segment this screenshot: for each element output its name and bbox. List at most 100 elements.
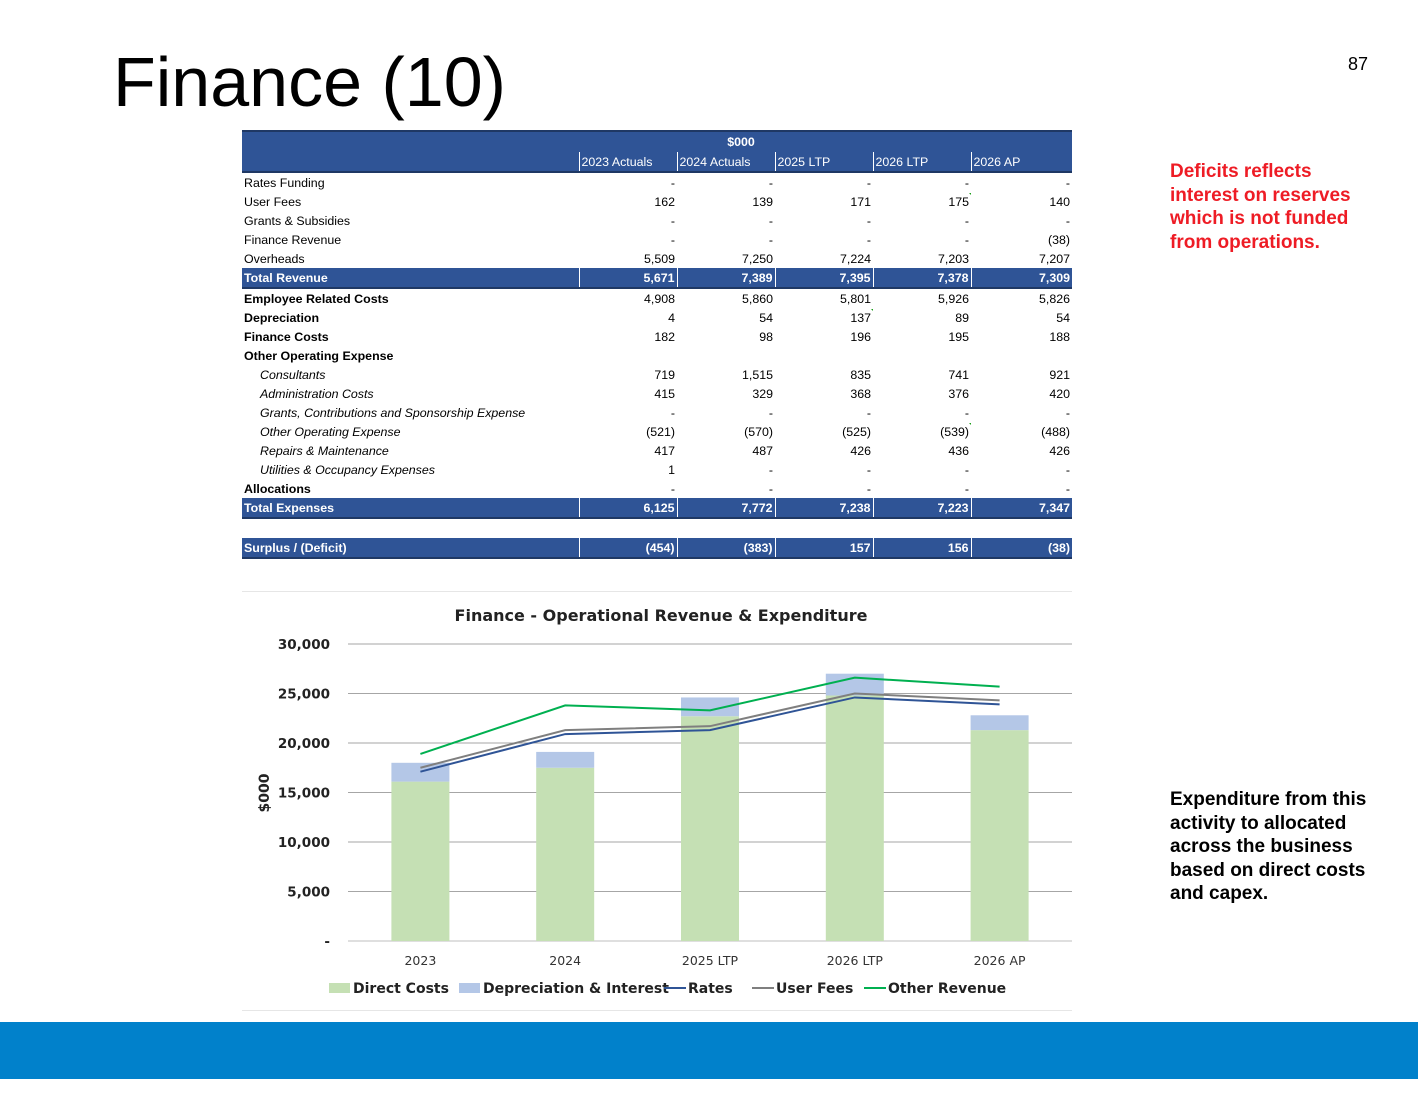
cell-value: 420 — [1049, 386, 1070, 401]
cell-value: 5,860 — [741, 291, 773, 306]
x-tick-label: 2024 — [549, 953, 581, 968]
cell-value: 4 — [668, 310, 675, 325]
bar-direct-costs — [970, 730, 1029, 941]
cell-value: - — [1065, 213, 1070, 228]
table-row: Consultants 719 1,515 835 741 921 — [242, 365, 1072, 384]
cell-value: (521) — [646, 424, 675, 439]
table-row: Administration Costs 415 329 368 376 420 — [242, 384, 1072, 403]
cell-value: 5,671 — [578, 268, 677, 289]
table-row: User Fees 162 139 171 175 140 — [242, 192, 1072, 211]
bar-depreciation-interest — [681, 697, 739, 717]
cell-value: 7,395 — [774, 268, 873, 289]
row-label: Surplus / (Deficit) — [242, 538, 579, 559]
cell-value: 7,347 — [970, 498, 1072, 519]
x-tick-label: 2026 LTP — [827, 953, 884, 968]
cell-value: - — [768, 405, 773, 420]
cell-value: 1,515 — [741, 367, 773, 382]
cell-value: - — [768, 232, 773, 247]
row-label: Consultants — [260, 367, 326, 382]
y-tick-label: 30,000 — [278, 637, 330, 653]
line-rates — [420, 696, 1000, 773]
y-tick-label: 20,000 — [278, 736, 330, 752]
x-tick-label: 2026 AP — [974, 953, 1026, 968]
table-row: Other Operating Expense (521) (570) (525) (5… — [242, 422, 1072, 441]
row-label: Employee Related Costs — [244, 291, 389, 306]
cell-value: 7,203 — [937, 251, 969, 266]
expenditure-note: Expenditure from this activity to alloca… — [1170, 789, 1367, 904]
cell-value: 162 — [654, 194, 675, 209]
cell-value: 54 — [1056, 310, 1070, 325]
table-row: Utilities & Occupancy Expenses 1 - - - - — [242, 460, 1072, 479]
cell-value: 741 — [948, 367, 969, 382]
row-label: Overheads — [244, 251, 305, 266]
cell-value: 139 — [752, 194, 773, 209]
legend-swatch — [329, 983, 350, 993]
cell-value: 719 — [654, 367, 675, 382]
cell-value: - — [866, 175, 871, 190]
cell-value — [677, 346, 775, 365]
legend-label: Direct Costs — [353, 981, 449, 997]
column-header: 2026 LTP — [872, 152, 971, 173]
column-header: 2025 LTP — [774, 152, 873, 173]
row-label: Allocations — [244, 481, 311, 496]
footer-bar — [0, 1022, 1418, 1079]
cell-value — [775, 518, 873, 538]
row-label: Depreciation — [244, 310, 320, 325]
cell-value: 5,926 — [937, 291, 969, 306]
cell-value: 7,223 — [872, 498, 971, 519]
cell-value: 426 — [1049, 443, 1070, 458]
table-row: Employee Related Costs 4,908 5,860 5,801 5,9… — [242, 288, 1072, 308]
row-label: Utilities & Occupancy Expenses — [260, 462, 435, 477]
unit-header: $000 — [242, 130, 1072, 152]
cell-value: 196 — [850, 329, 871, 344]
y-axis-label: $000 — [257, 773, 273, 812]
cell-value: 7,224 — [839, 251, 871, 266]
cell-value: - — [670, 405, 675, 420]
cell-value: - — [768, 462, 773, 477]
deficit-note: Deficits reflects interest on reserves w… — [1170, 161, 1351, 253]
cell-value: (525) — [842, 424, 871, 439]
cell-value: (454) — [578, 538, 677, 559]
row-label: User Fees — [244, 194, 302, 209]
table-row: Other Operating Expense — [242, 346, 1072, 365]
cell-value: 835 — [850, 367, 871, 382]
cell-value: 7,238 — [774, 498, 873, 519]
cell-value: 4,908 — [643, 291, 675, 306]
row-label: Total Expenses — [242, 498, 579, 519]
cell-value: 7,207 — [1038, 251, 1070, 266]
cell-value: 157 — [774, 538, 873, 559]
legend-label: User Fees — [776, 981, 853, 997]
legend-label: Other Revenue — [888, 981, 1006, 997]
row-label: Repairs & Maintenance — [260, 443, 389, 458]
cell-value: 921 — [1049, 367, 1070, 382]
table-row: Repairs & Maintenance 417 487 426 436 426 — [242, 441, 1072, 460]
cell-value: 7,378 — [872, 268, 971, 289]
cell-value: 417 — [654, 443, 675, 458]
cell-value: - — [866, 213, 871, 228]
cell-value — [873, 518, 971, 538]
finance-table: $000 2023 Actuals 2024 Actuals 2025 LTP … — [242, 130, 1072, 559]
finance-chart: Finance - Operational Revenue & Expendit… — [242, 591, 1072, 1011]
cell-value: 329 — [752, 386, 773, 401]
x-tick-label: 2025 LTP — [682, 953, 739, 968]
cell-value: 426 — [850, 443, 871, 458]
cell-value: 171 — [850, 194, 871, 209]
cell-value: 156 — [872, 538, 971, 559]
line-other-revenue — [420, 676, 1000, 755]
cell-value: 7,389 — [676, 268, 775, 289]
bar-direct-costs — [825, 695, 884, 941]
y-tick-label: 25,000 — [278, 687, 330, 703]
row-label: Administration Costs — [260, 386, 374, 401]
cell-value: 7,772 — [676, 498, 775, 519]
cell-value: (539) — [873, 422, 971, 441]
cell-value: 54 — [759, 310, 773, 325]
cell-value: - — [964, 405, 969, 420]
table-unit-header-row: $000 — [242, 130, 1072, 152]
cell-value — [677, 518, 775, 538]
row-label: Rates Funding — [244, 175, 325, 190]
cell-value: (38) — [1047, 232, 1070, 247]
row-label: Total Revenue — [242, 268, 579, 289]
y-tick-label: - — [324, 934, 330, 950]
cell-value: 368 — [850, 386, 871, 401]
cell-value: 188 — [1049, 329, 1070, 344]
